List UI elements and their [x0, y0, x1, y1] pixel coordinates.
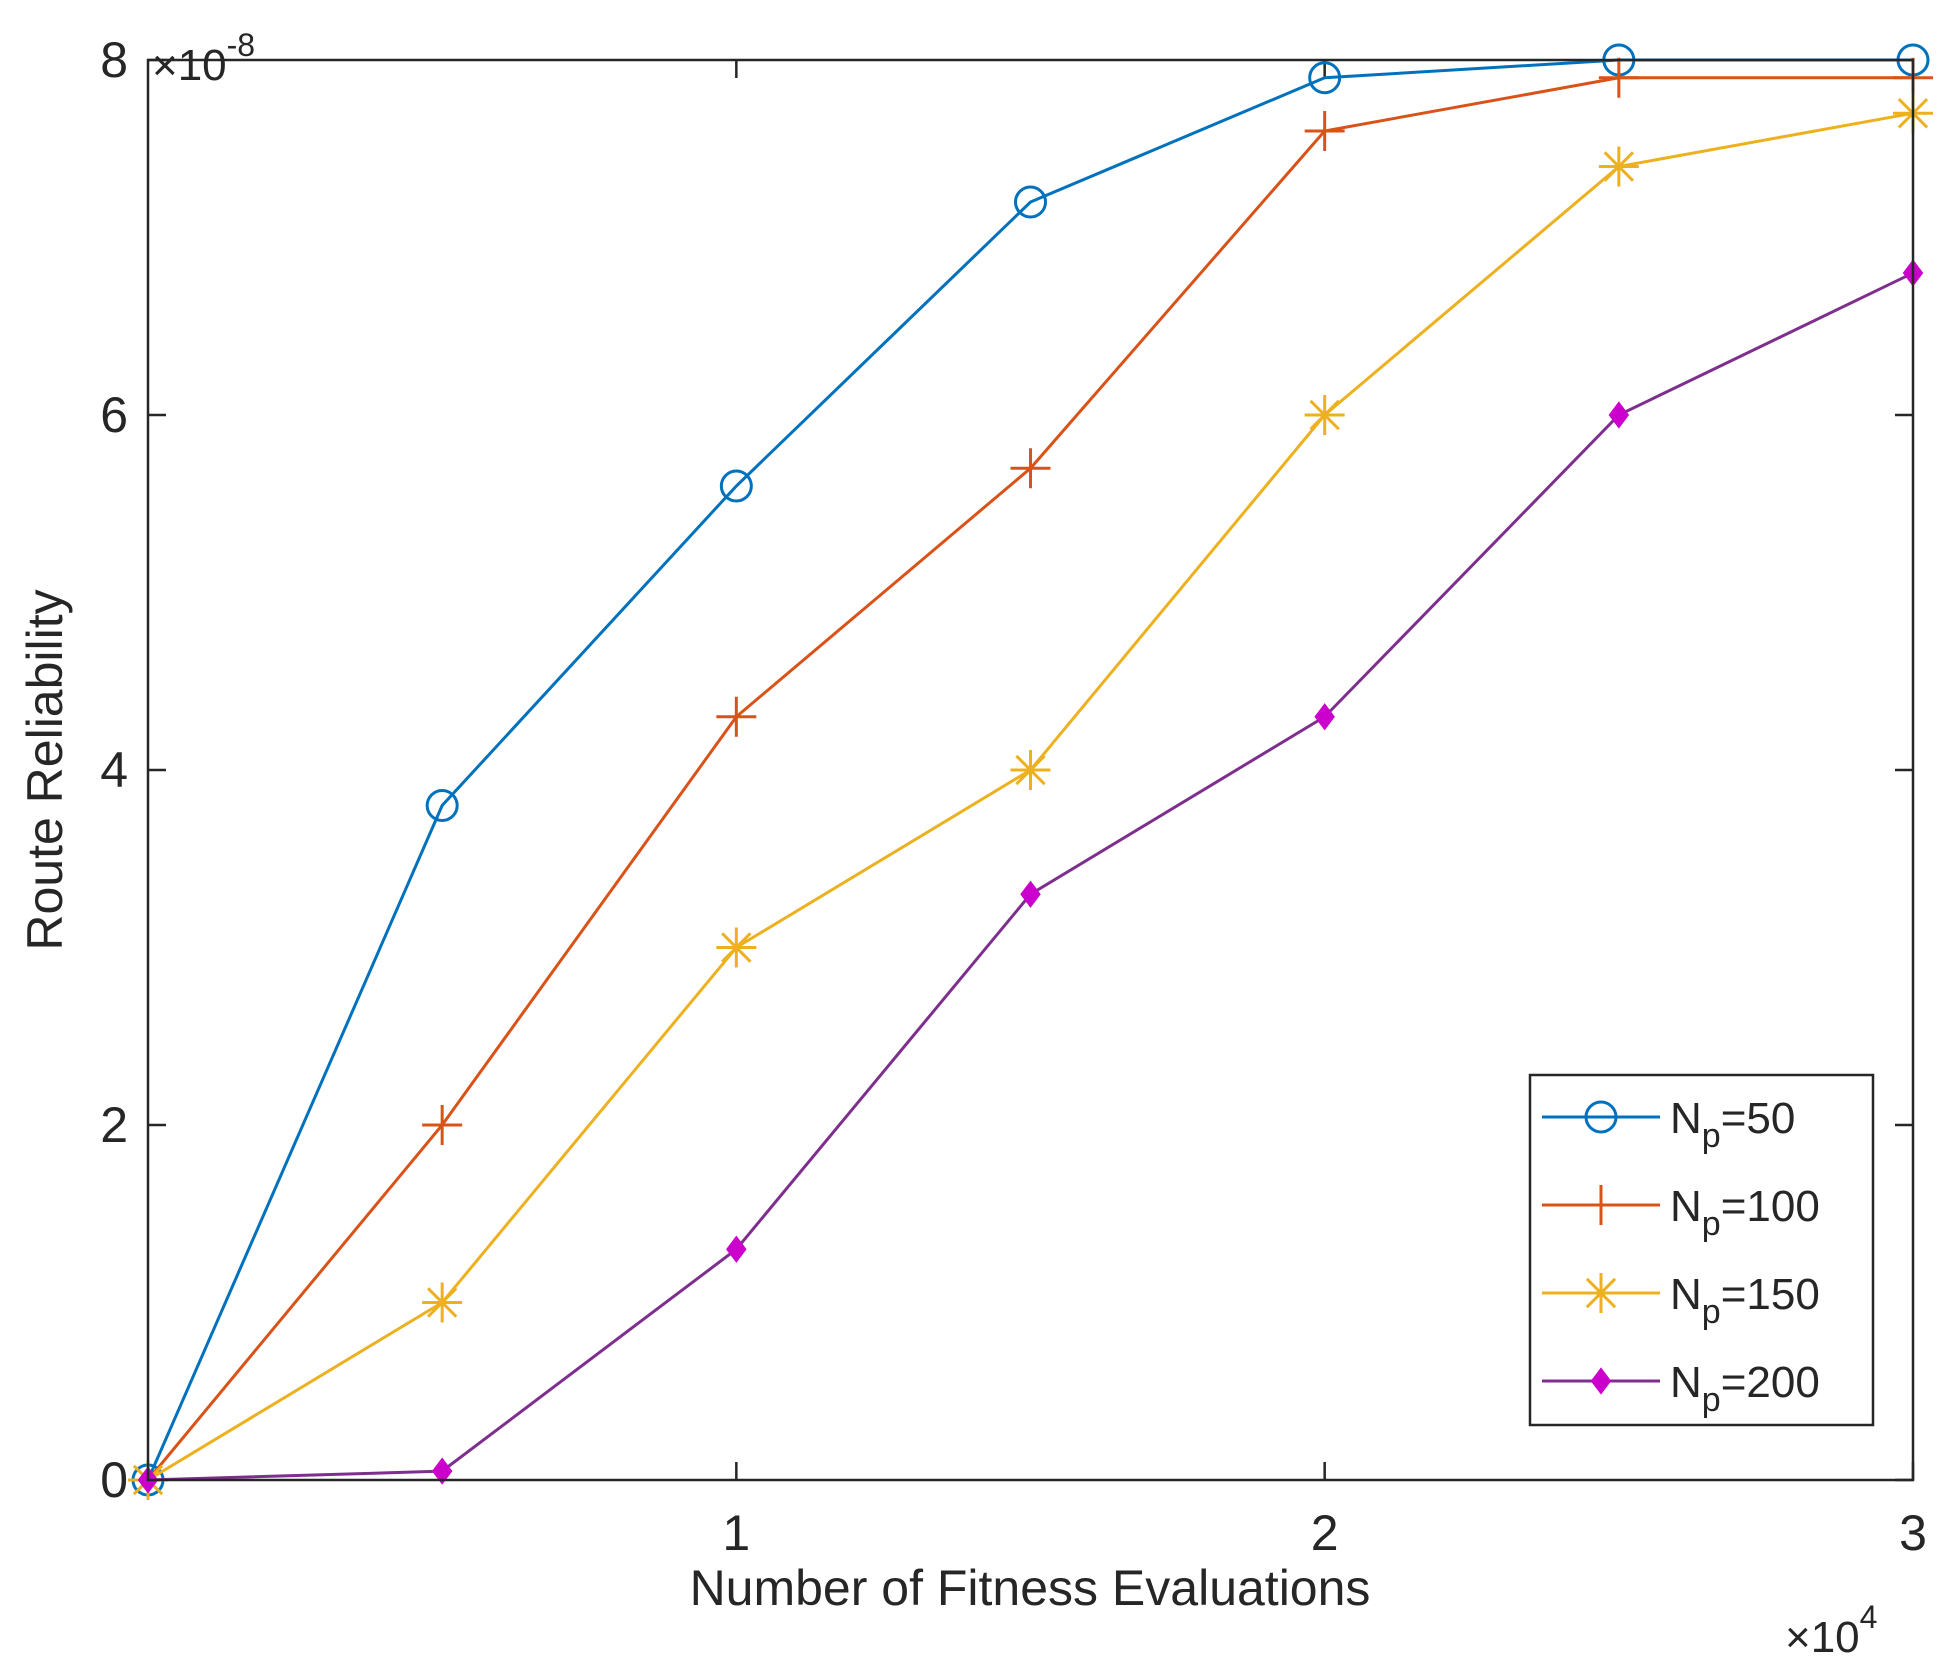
legend-label-sub: p: [1702, 1117, 1721, 1155]
legend-marker: [1584, 1100, 1618, 1134]
data-point: [716, 696, 757, 737]
legend-label-value: =150: [1721, 1270, 1820, 1319]
data-point: [1020, 880, 1041, 908]
y-tick-label: 8: [100, 32, 128, 88]
legend-marker: [1590, 1367, 1612, 1395]
legend-label-main: N: [1670, 1270, 1702, 1319]
legend-label: Np=200: [1670, 1358, 1820, 1419]
data-point: [1304, 395, 1345, 435]
data-point: [425, 789, 459, 822]
data-point: [716, 927, 757, 968]
y-tick-label: 2: [100, 1097, 128, 1153]
data-point-d2: [1015, 754, 1046, 786]
data-point: [1608, 401, 1630, 429]
legend-label-value: =50: [1721, 1094, 1796, 1143]
y-tick-label: 6: [100, 387, 128, 443]
legend-label-main: N: [1670, 1358, 1702, 1407]
legend-item: Np=200: [1542, 1358, 1820, 1419]
data-point: [1314, 703, 1335, 731]
legend-item: Np=50: [1542, 1094, 1795, 1155]
legend-label-sub: p: [1702, 1293, 1721, 1331]
data-point-d2: [1309, 399, 1340, 431]
x-tick-label: 1: [722, 1505, 750, 1561]
data-point: [1598, 57, 1639, 98]
legend-box: [1528, 1073, 1875, 1427]
legend-label-sub: p: [1702, 1205, 1721, 1243]
x-tick-label: 2: [1311, 1505, 1339, 1561]
legend-marker: [1581, 1273, 1621, 1313]
y-tick-label: 4: [100, 742, 128, 798]
x-tick-label: 3: [1899, 1505, 1927, 1561]
legend-label-main: N: [1670, 1182, 1702, 1231]
data-point: [1308, 61, 1342, 95]
x-exponent: ×104: [1785, 1599, 1877, 1662]
x-exponent-power: 4: [1860, 1599, 1878, 1635]
data-point-d2: [426, 1287, 458, 1318]
plot-frame: [146, 58, 1915, 1482]
legend-label-value: =200: [1721, 1358, 1820, 1407]
data-point: [1304, 111, 1345, 151]
series-2: [128, 93, 1933, 1500]
legend-label-value: =100: [1721, 1182, 1820, 1231]
y-exponent-base: ×10: [152, 41, 227, 90]
data-point-d2: [1603, 151, 1635, 182]
legend-marker: [1581, 1185, 1621, 1225]
y-exponent-power: -8: [227, 27, 255, 63]
x-exponent-base: ×10: [1785, 1613, 1860, 1662]
y-exponent: ×10-8: [152, 27, 255, 90]
legend-marker-d2: [1585, 1277, 1617, 1309]
y-tick-label: 0: [100, 1452, 128, 1508]
legend-item: Np=100: [1542, 1182, 1820, 1243]
y-axis-label: Route Reliability: [17, 589, 73, 950]
data-point: [1014, 185, 1047, 219]
legend-label-sub: p: [1702, 1381, 1721, 1419]
data-point: [431, 1457, 453, 1485]
legend-label: Np=150: [1670, 1270, 1820, 1331]
legend-item: Np=150: [1542, 1270, 1820, 1331]
data-point: [1598, 146, 1639, 187]
data-point-d2: [721, 932, 752, 963]
data-point: [1010, 750, 1051, 790]
legend-label: Np=100: [1670, 1182, 1820, 1243]
legend-label-main: N: [1670, 1094, 1702, 1143]
data-point: [1010, 448, 1051, 489]
data-point: [422, 1282, 463, 1323]
tick-labels: 1 2 3 0 2 4 6 8: [100, 32, 1927, 1561]
data-point: [726, 1235, 747, 1263]
legend-label: Np=50: [1670, 1094, 1795, 1155]
data-point: [422, 1105, 463, 1145]
data-point: [719, 469, 753, 503]
x-axis-label: Number of Fitness Evaluations: [690, 1560, 1371, 1616]
